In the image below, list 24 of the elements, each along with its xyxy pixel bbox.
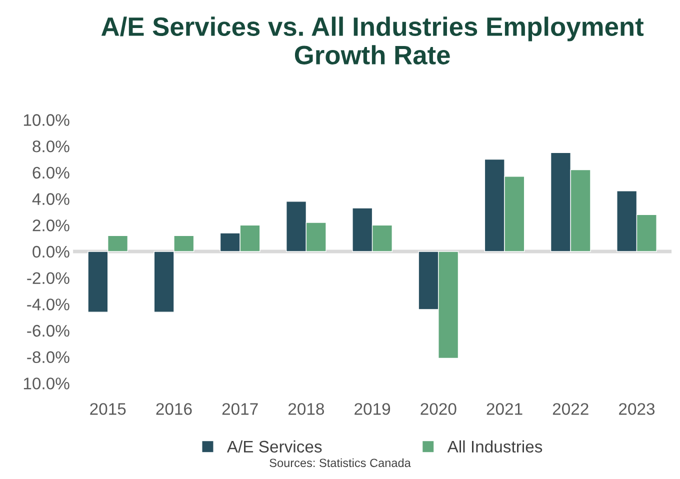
y-tick-label: 0.0%	[32, 246, 70, 258]
x-tick-label: 2021	[486, 403, 522, 415]
legend-label: A/E Services	[226, 440, 322, 453]
x-tick-label: 2020	[420, 403, 456, 415]
y-tick-label: 10.0%	[24, 378, 70, 390]
x-tick-label: 2015	[90, 403, 126, 415]
x-tick-label: 2019	[354, 403, 390, 415]
y-tick-label: 2.0%	[32, 220, 70, 232]
y-tick-label: 8.0%	[32, 140, 70, 152]
x-tick-label: 2023	[619, 403, 655, 415]
y-tick-label: 4.0%	[32, 193, 70, 205]
x-tick-label: 2017	[222, 403, 258, 415]
chart-title: A/E Services vs. All Industries Employment Growth Rate	[101, 16, 644, 64]
y-tick-label: 6.0%	[32, 166, 70, 179]
y-tick-label: -6.0%	[27, 324, 70, 337]
y-tick-label: 10.0%	[24, 114, 70, 126]
x-tick-label: 2022	[552, 403, 588, 415]
x-tick-label: 2018	[288, 403, 324, 415]
y-tick-label: -8.0%	[27, 351, 70, 364]
legend-label: All Industries	[447, 440, 542, 453]
y-tick-label: -4.0%	[27, 298, 70, 310]
x-tick-label: 2016	[156, 403, 192, 415]
source-note: Sources: Statistics Canada	[270, 458, 411, 468]
y-tick-label: -2.0%	[27, 272, 70, 284]
